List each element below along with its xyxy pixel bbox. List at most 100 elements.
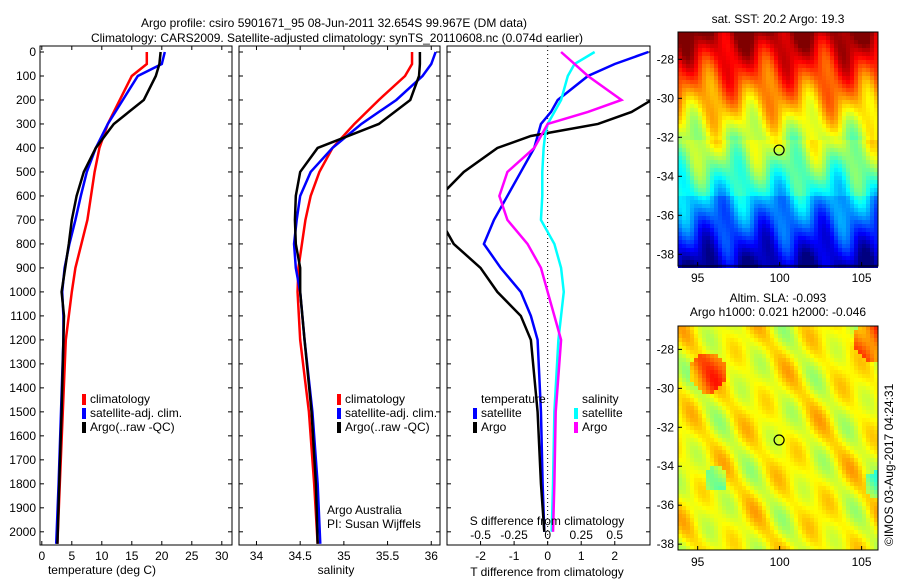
map-cell	[810, 410, 814, 414]
map-cell	[858, 458, 862, 462]
map-cell	[822, 330, 826, 334]
map-cell	[794, 112, 798, 116]
map-cell	[834, 80, 838, 84]
map-cell	[858, 338, 862, 342]
map-cell	[846, 168, 850, 172]
map-cell	[786, 260, 790, 264]
map-cell	[778, 132, 782, 136]
map-cell	[858, 208, 862, 212]
map-cell	[850, 462, 854, 466]
map-cell	[718, 362, 722, 366]
map-cell	[758, 176, 762, 180]
map-cell	[822, 104, 826, 108]
map-cell	[778, 44, 782, 48]
map-cell	[874, 330, 878, 334]
map-cell	[690, 44, 694, 48]
map-cell	[762, 60, 766, 64]
map-cell	[798, 212, 802, 216]
map-cell	[842, 248, 846, 252]
map-cell	[838, 168, 842, 172]
map-cell	[758, 212, 762, 216]
map-cell	[698, 144, 702, 148]
map-cell	[858, 120, 862, 124]
map-cell	[862, 148, 866, 152]
map-cell	[866, 256, 870, 260]
map-cell	[850, 172, 854, 176]
map-cell	[866, 232, 870, 236]
map-cell	[826, 216, 830, 220]
map-cell	[862, 450, 866, 454]
map-cell	[866, 398, 870, 402]
map-cell	[850, 72, 854, 76]
map-cell	[798, 462, 802, 466]
map-cell	[774, 354, 778, 358]
map-cell	[822, 220, 826, 224]
map-cell	[722, 350, 726, 354]
map-cell	[678, 374, 682, 378]
map-cell	[750, 382, 754, 386]
map-cell	[866, 92, 870, 96]
map-cell	[734, 438, 738, 442]
map-cell	[754, 350, 758, 354]
map-cell	[786, 244, 790, 248]
map-cell	[746, 252, 750, 256]
map-cell	[794, 56, 798, 60]
map-cell	[834, 140, 838, 144]
map-cell	[810, 462, 814, 466]
map-cell	[858, 52, 862, 56]
map-cell	[810, 40, 814, 44]
map-cell	[838, 92, 842, 96]
map-cell	[730, 362, 734, 366]
map-cell	[854, 144, 858, 148]
map-cell	[706, 124, 710, 128]
map-cell	[790, 220, 794, 224]
map-cell	[822, 32, 826, 36]
map-cell	[814, 76, 818, 80]
map-cell	[722, 442, 726, 446]
map-cell	[706, 172, 710, 176]
map-cell	[794, 446, 798, 450]
map-cell	[746, 52, 750, 56]
map-cell	[834, 76, 838, 80]
map-cell	[866, 326, 870, 330]
map-cell	[842, 390, 846, 394]
map-cell	[842, 374, 846, 378]
map-cell	[698, 48, 702, 52]
map-cell	[698, 36, 702, 40]
map-cell	[850, 390, 854, 394]
map-cell	[710, 466, 714, 470]
map-cell	[770, 256, 774, 260]
map-cell	[814, 228, 818, 232]
map-cell	[858, 136, 862, 140]
map-cell	[702, 148, 706, 152]
map-cell	[786, 184, 790, 188]
map-cell	[846, 402, 850, 406]
map-cell	[790, 120, 794, 124]
map-cell	[758, 394, 762, 398]
map-cell	[830, 32, 834, 36]
map-cell	[766, 116, 770, 120]
map-cell	[842, 378, 846, 382]
map-cell	[718, 350, 722, 354]
map-cell	[790, 390, 794, 394]
map-cell	[686, 220, 690, 224]
y-tick-label: 1100	[10, 309, 36, 323]
map-cell	[750, 184, 754, 188]
map-cell	[738, 52, 742, 56]
map-cell	[686, 362, 690, 366]
map-cell	[782, 354, 786, 358]
map-cell	[854, 430, 858, 434]
map-cell	[830, 212, 834, 216]
map-cell	[722, 168, 726, 172]
map-cell	[730, 326, 734, 330]
map-cell	[758, 80, 762, 84]
map-cell	[826, 80, 830, 84]
map-cell	[682, 438, 686, 442]
map-cell	[766, 330, 770, 334]
map-cell	[834, 96, 838, 100]
map-cell	[782, 196, 786, 200]
map-cell	[770, 204, 774, 208]
map-cell	[758, 84, 762, 88]
map-cell	[778, 256, 782, 260]
map-cell	[866, 240, 870, 244]
